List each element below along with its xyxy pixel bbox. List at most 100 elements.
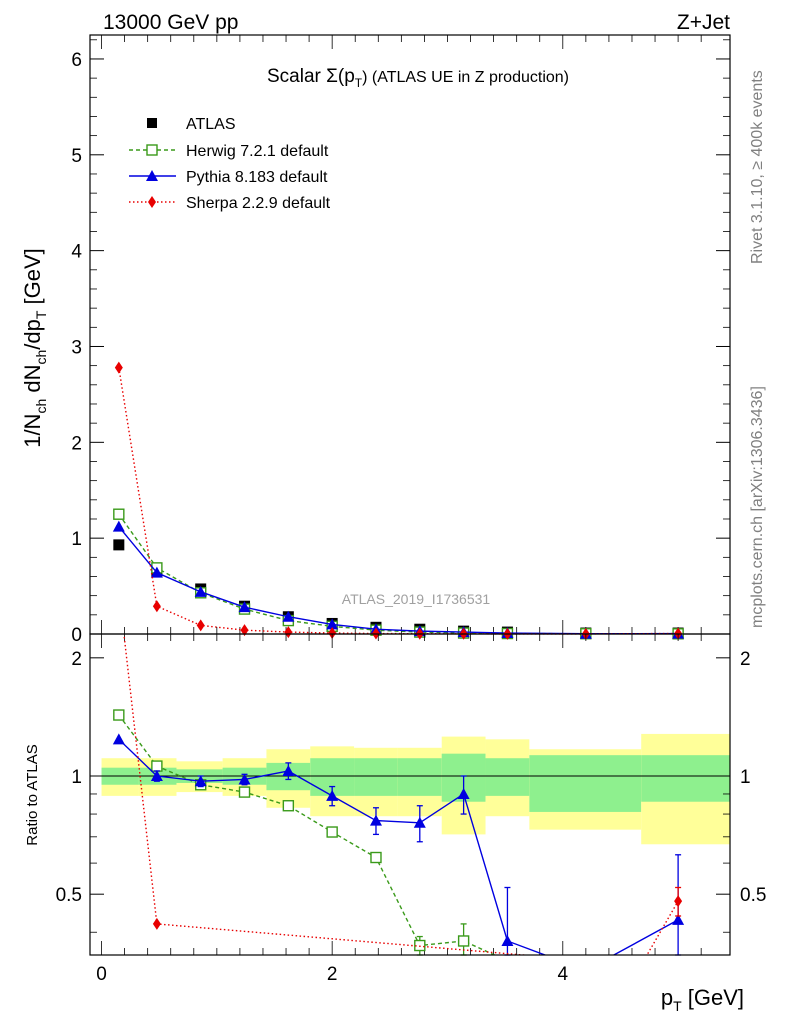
main-line-pythia [118,526,679,635]
main-point-pythia [112,520,125,532]
xlabel-sub: T [673,998,682,1014]
ratio-ytick-label: 1 [71,767,82,788]
main-point-sherpa [284,626,293,639]
main-line-herwig [118,513,679,635]
ratio-point-pythia [282,764,295,776]
legend-label-atlas: ATLAS [186,116,236,133]
title-main: Scalar Σ(p [267,66,355,87]
ratio-xtick-label: 0 [96,964,107,985]
ratio-band-inner [354,758,398,796]
ylabel-part-5: /dp [20,319,45,350]
ratio-point-pythia [672,913,685,925]
xlabel-main: p [661,985,673,1010]
legend: ATLAS Herwig 7.2.1 default Pythia 8.183 … [129,116,331,212]
ylabel-part-3: dN [20,365,45,399]
ratio-point-pythia [457,787,470,799]
ratio-point-pythia [413,816,426,828]
ratio-band-inner [529,755,642,812]
main-ytick-label: 2 [71,433,82,454]
ratio-frame [89,633,731,956]
ratio-point-pythia [112,733,125,745]
ratio-point-herwig [414,939,426,952]
ratio-point-herwig [282,800,295,812]
legend-item-herwig: Herwig 7.2.1 default [129,143,329,160]
legend-marker-pythia [146,170,158,181]
ratio-point-herwig [238,786,251,798]
main-point-sherpa [114,361,123,374]
x-axis-title: pT [GeV] [661,985,744,1014]
main-ytick-label: 1 [71,529,82,550]
header-collision: 13000 GeV pp [103,11,238,34]
ratio-ylabel: Ratio to ATLAS [24,744,41,845]
legend-label-herwig: Herwig 7.2.1 default [186,143,329,160]
ratio-series [112,634,685,956]
ratio-point-sherpa [674,895,683,908]
ratio-band-inner [641,755,730,802]
ratio-panel: 0.5 0.5 1 1 2 2 0 2 4 [56,633,766,985]
ylabel-part-7: [GeV] [20,248,45,310]
main-ytick-label: 4 [71,242,82,263]
ratio-xtick-label: 2 [327,964,338,985]
ylabel-part-1: 1/N [20,414,45,448]
main-point-sherpa [328,627,337,640]
main-ylabel: 1/Nch dNch/dpT [GeV] [20,248,49,448]
main-point-atlas [113,539,125,551]
main-panel: 0 1 2 3 4 5 6 Scalar Σ(pT) (ATLAS UE in Z prod… [71,34,731,646]
ratio-ytick-label-right: 1 [740,767,751,788]
ratio-point-herwig [151,760,163,772]
header-process: Z+Jet [677,11,730,34]
ratio-band-inner [397,758,442,796]
legend-marker-atlas [147,118,157,128]
mcplots-label: mcplots.cern.ch [arXiv:1306.3436] [749,386,766,628]
ratio-point-pythia [194,775,207,787]
main-point-herwig [113,508,125,520]
ratio-point-herwig [457,935,470,947]
ratio-line-herwig [118,714,497,955]
main-point-pythia [194,585,207,597]
ylabel-part-6: T [33,310,49,319]
ratio-band-inner [485,758,530,796]
main-series [112,361,685,640]
ylabel-part-2: ch [33,399,49,414]
ratio-line-sherpa [123,634,679,955]
ratio-xtick-label: 4 [558,964,569,985]
main-ytick-label: 6 [71,50,82,71]
ratio-point-pythia [150,770,163,782]
ratio-ytick-label: 2 [71,649,82,670]
main-ticks: 0 1 2 3 4 5 6 [71,35,730,646]
ratio-point-sherpa [152,917,161,930]
ratio-point-pythia [238,773,251,785]
xlabel-tail: [GeV] [682,985,744,1010]
analysis-watermark: ATLAS_2019_I1736531 [342,591,491,607]
legend-item-pythia: Pythia 8.183 default [129,169,328,186]
title-tail: ) (ATLAS UE in Z production) [362,69,569,86]
ratio-ytick-label-right: 0.5 [740,885,766,906]
main-point-pythia [150,566,163,578]
legend-label-sherpa: Sherpa 2.2.9 default [186,195,331,212]
main-point-sherpa [196,619,205,632]
main-ytick-label: 5 [71,146,82,167]
main-point-pythia [326,618,339,630]
ratio-bands [101,733,730,845]
main-point-sherpa [152,600,161,613]
legend-item-sherpa: Sherpa 2.2.9 default [129,195,331,212]
title-sub: T [355,76,363,90]
legend-marker-herwig [146,144,158,156]
ratio-point-herwig [370,851,382,864]
ratio-point-herwig [113,709,125,721]
main-point-sherpa [240,624,249,637]
legend-marker-sherpa [148,196,156,208]
legend-item-atlas: ATLAS [147,116,236,133]
plot-title: Scalar Σ(pT) (ATLAS UE in Z production) [267,66,569,90]
ratio-point-herwig [326,826,338,838]
ylabel-part-4: ch [33,350,49,365]
rivet-label: Rivet 3.1.10, ≥ 400k events [749,70,766,264]
main-point-pythia [282,610,295,622]
ratio-point-pythia [501,934,514,946]
main-point-pythia [238,601,251,613]
ratio-ytick-label-right: 2 [740,649,751,670]
ratio-ytick-label: 0.5 [56,885,82,906]
ratio-ticks: 0.5 0.5 1 1 2 2 0 2 4 [56,634,766,985]
ratio-line-pythia [118,738,679,955]
